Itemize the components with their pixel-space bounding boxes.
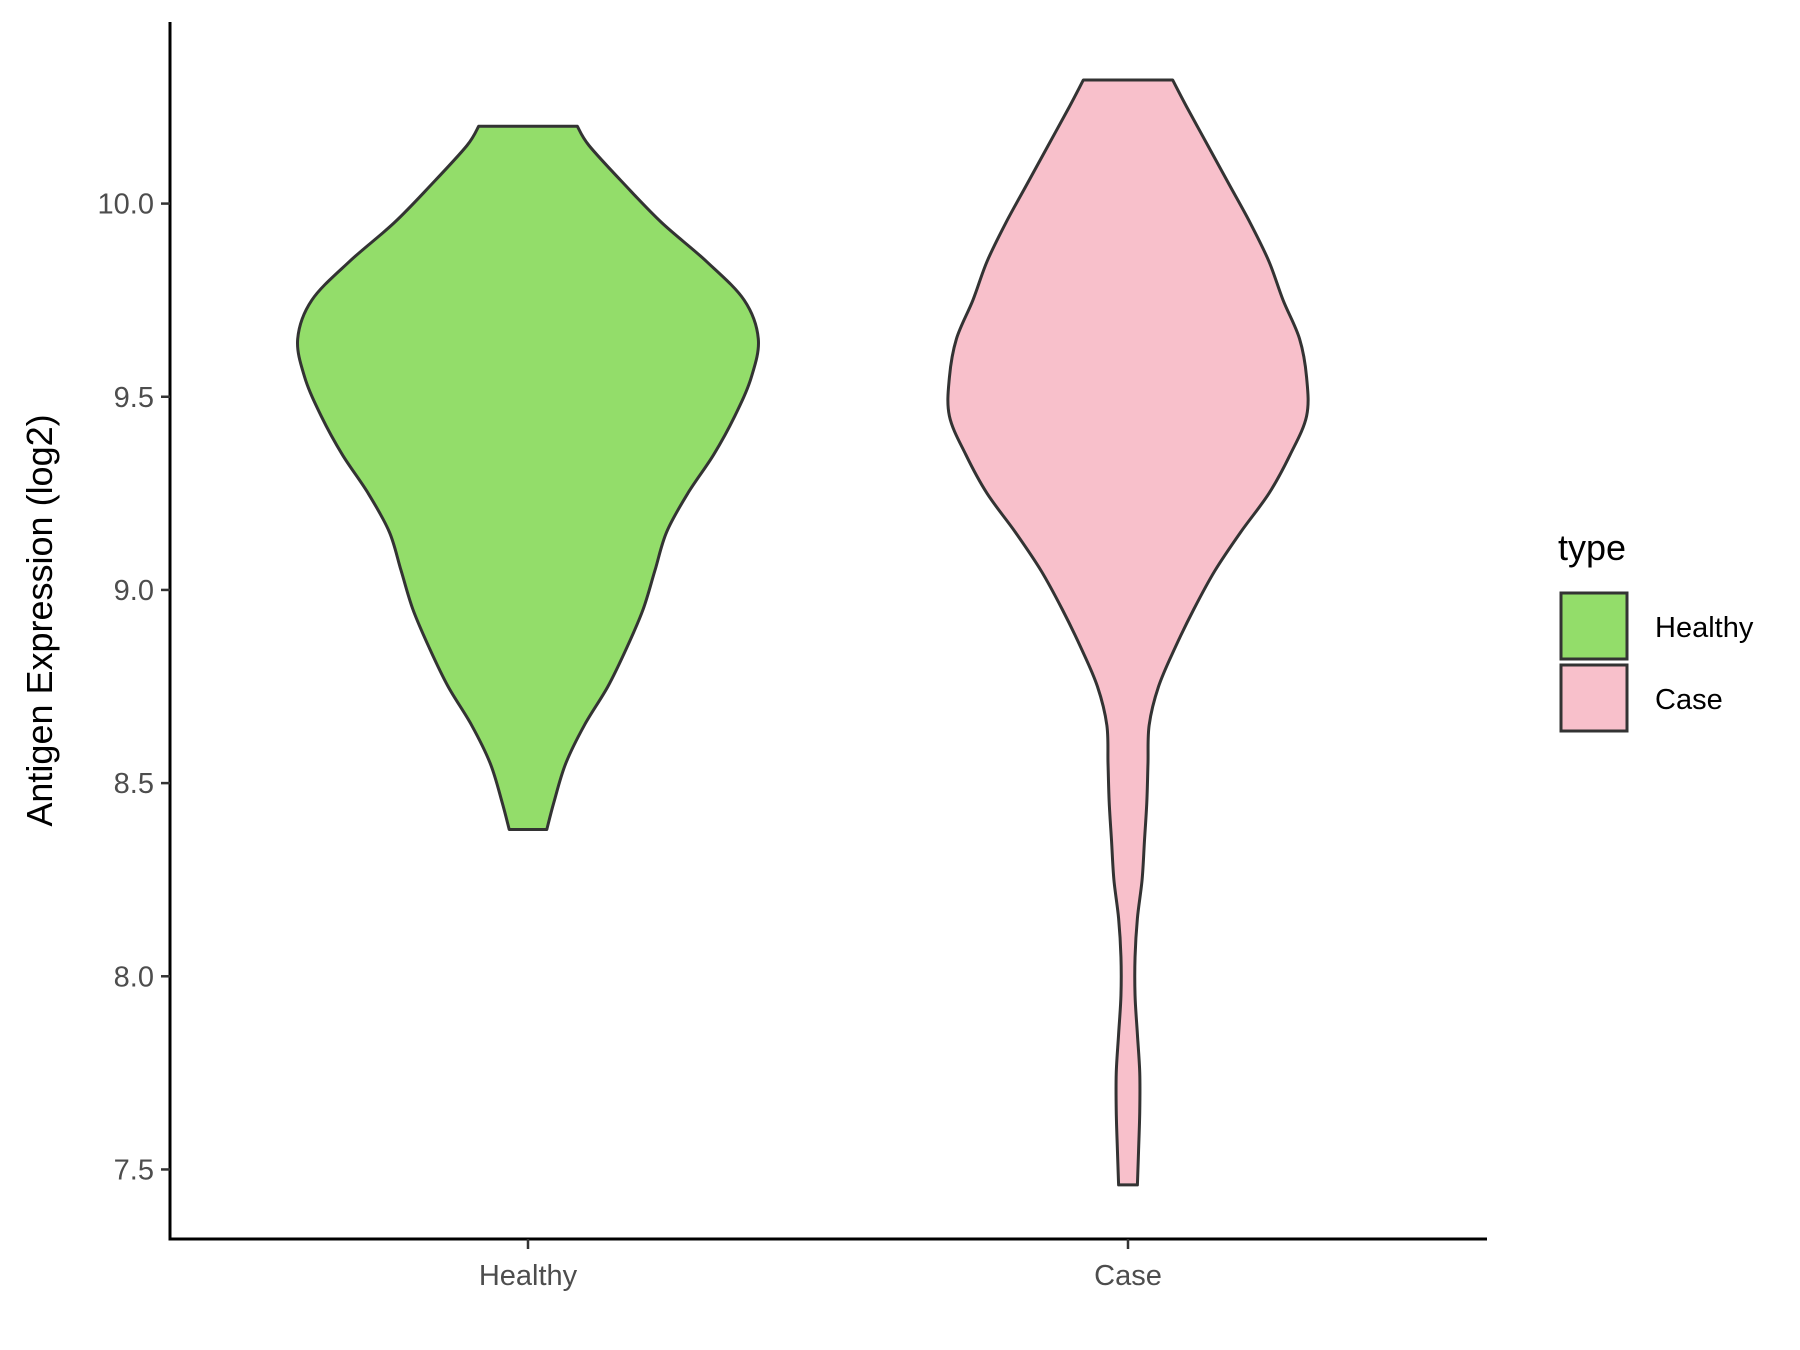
legend-label-healthy: Healthy (1655, 612, 1754, 644)
y-tick-label: 7.5 (114, 1154, 154, 1186)
legend-swatch-healthy (1559, 591, 1629, 661)
legend-swatch-case (1559, 663, 1629, 733)
y-tick-label: 10.0 (98, 189, 154, 221)
x-tick-label: Case (1094, 1260, 1162, 1292)
y-tick-label: 9.5 (114, 382, 154, 414)
legend: type Healthy Case (1558, 527, 1754, 733)
legend-items: Healthy Case (1559, 591, 1754, 733)
y-tick-label: 8.5 (114, 768, 154, 800)
y-tick-label: 8.0 (114, 961, 154, 993)
y-axis-title: Antigen Expression (log2) (19, 414, 60, 826)
violin-healthy (296, 124, 760, 831)
y-tick-label: 9.0 (114, 575, 154, 607)
y-ticks: 7.5 8.0 8.5 9.0 9.5 10.0 (98, 189, 170, 1186)
x-ticks: Healthy Case (479, 1239, 1162, 1292)
legend-title: type (1558, 527, 1626, 568)
axes: 7.5 8.0 8.5 9.0 9.5 10.0 Healthy Case (98, 22, 1487, 1292)
x-tick-label: Healthy (479, 1260, 578, 1292)
violin-case (946, 78, 1310, 1187)
legend-label-case: Case (1655, 684, 1723, 716)
violin-layer (296, 78, 1310, 1187)
